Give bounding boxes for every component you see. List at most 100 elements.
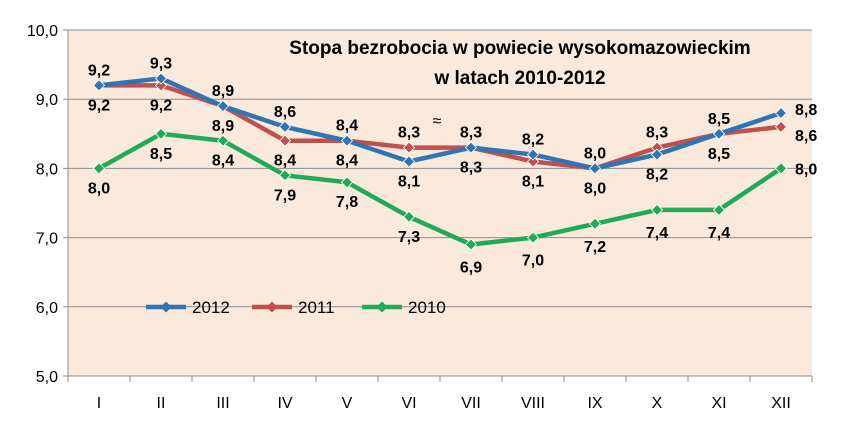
- y-axis: 5,0 6,0 7,0 8,0 9,0 10,0: [27, 23, 69, 386]
- data-label-2010: 8,4: [212, 153, 234, 170]
- y-tick-label: 6,0: [36, 300, 58, 317]
- data-label-2010: 8,0: [88, 180, 110, 197]
- data-point-2010: [340, 176, 354, 189]
- data-point-2012: [402, 155, 416, 168]
- data-point-2010: [402, 210, 416, 223]
- data-point-2011: [526, 155, 540, 168]
- data-label-2012: 8,8: [795, 102, 817, 119]
- data-label-2012: 8,2: [522, 132, 544, 149]
- data-point-2012: [712, 127, 726, 140]
- series-line-2012: [98, 76, 782, 171]
- data-point-2012: [464, 141, 478, 154]
- series-lines: [92, 72, 788, 251]
- data-label-2010: 7,0: [522, 253, 544, 270]
- data-label-2012: 8,9: [212, 83, 234, 100]
- data-point-2010: [650, 203, 664, 216]
- grid-lines: [68, 29, 812, 308]
- y-tick-label: 7,0: [36, 231, 58, 248]
- data-label-2010: 7,2: [584, 239, 606, 256]
- x-tick-label: IX: [587, 395, 602, 412]
- data-point-2010: [154, 127, 168, 140]
- data-point-2010: [92, 162, 106, 175]
- series-line-2010: [97, 131, 783, 247]
- chart-title: Stopa bezrobocia w powiecie wysokomazowi…: [289, 38, 750, 89]
- data-point-2012: [340, 134, 354, 147]
- data-label-2011: 8,6: [795, 128, 817, 145]
- data-label-2011: 8,3: [646, 125, 668, 142]
- annotation-mark: ≈: [433, 113, 442, 130]
- data-label-2011: 8,3: [398, 125, 420, 142]
- data-point-2011: [154, 79, 168, 92]
- data-label-2012: 9,3: [150, 55, 172, 72]
- x-tick-label: V: [342, 395, 353, 412]
- y-tick-label: 5,0: [36, 369, 58, 386]
- data-point-2010: [526, 231, 540, 244]
- data-label-2010: 7,4: [646, 225, 668, 242]
- x-tick-label: XI: [711, 395, 726, 412]
- data-label-2011: 8,4: [274, 153, 296, 170]
- data-label-2010: 8,5: [150, 146, 172, 163]
- plot-area: [68, 30, 812, 376]
- x-tick-label: VI: [401, 395, 416, 412]
- data-point-2011: [278, 134, 292, 147]
- data-point-2012: [216, 100, 230, 113]
- data-label-2010: 7,3: [398, 229, 420, 246]
- data-point-2012: [588, 162, 602, 175]
- y-tick-label: 9,0: [36, 92, 58, 109]
- data-point-2010: [712, 203, 726, 216]
- data-point-2010: [588, 217, 602, 230]
- x-tick-label: X: [652, 395, 663, 412]
- data-label-2010: 7,8: [336, 194, 358, 211]
- x-axis: I II III IV V VI VII VIII IX X XI XII: [67, 375, 813, 412]
- data-label-2010: 6,9: [460, 260, 482, 277]
- data-point-2012: [278, 120, 292, 133]
- data-label-2010: 8,0: [795, 161, 817, 178]
- y-tick-label: 10,0: [27, 23, 58, 40]
- data-label-2011: 8,0: [584, 180, 606, 197]
- data-label-2011: 9,2: [150, 97, 172, 114]
- legend-label-2010: 2010: [408, 298, 446, 317]
- data-label-2012: 8,3: [460, 125, 482, 142]
- x-tick-label: II: [157, 395, 166, 412]
- data-label-2011: 8,1: [522, 173, 544, 190]
- x-tick-label: XII: [771, 395, 791, 412]
- data-labels: 9,2 9,2 8,0 9,3 9,2 8,5 8,9 8,9 8,4 8,6 8,4 7,9 8,4 8…: [88, 55, 817, 276]
- data-point-2010: [774, 162, 788, 175]
- x-tick-label: III: [216, 395, 229, 412]
- data-point-2010: [278, 169, 292, 182]
- data-point-2012: [92, 79, 106, 92]
- data-label-2011: 8,4: [336, 153, 358, 170]
- data-label-2010: 7,4: [708, 225, 730, 242]
- x-tick-label: VII: [461, 395, 481, 412]
- x-tick-label: IV: [277, 395, 292, 412]
- data-label-2012: 8,0: [584, 145, 606, 162]
- chart-title-line-2: w latach 2010-2012: [433, 68, 605, 89]
- chart-title-line-1: Stopa bezrobocia w powiecie wysokomazowi…: [289, 38, 750, 59]
- data-label-2012: 9,2: [88, 62, 110, 79]
- data-label-2012: 8,1: [398, 173, 420, 190]
- x-tick-label: I: [97, 395, 101, 412]
- data-label-2012: 8,2: [646, 167, 668, 184]
- legend-marker-2012: [160, 301, 172, 313]
- data-point-2012: [154, 72, 168, 85]
- data-point-2010: [216, 134, 230, 147]
- data-point-2012: [650, 148, 664, 161]
- legend-marker-2011: [266, 301, 278, 313]
- data-label-2012: 8,6: [274, 104, 296, 121]
- legend-marker-2010: [376, 301, 388, 313]
- legend-label-2011: 2011: [298, 298, 335, 317]
- data-point-2011: [774, 120, 788, 133]
- legend-label-2012: 2012: [192, 298, 230, 317]
- data-point-2012: [526, 148, 540, 161]
- data-label-2011: 8,3: [460, 160, 482, 177]
- data-label-2012: 8,4: [336, 118, 358, 135]
- data-label-2012: 8,5: [708, 111, 730, 128]
- y-tick-label: 8,0: [36, 161, 58, 178]
- data-label-2010: 7,9: [274, 187, 296, 204]
- data-point-2011: [402, 141, 416, 154]
- data-point-2010: [464, 238, 478, 251]
- data-label-2011: 8,9: [212, 118, 234, 135]
- legend: 2012 2011 2010: [146, 298, 446, 317]
- data-label-2011: 9,2: [88, 97, 110, 114]
